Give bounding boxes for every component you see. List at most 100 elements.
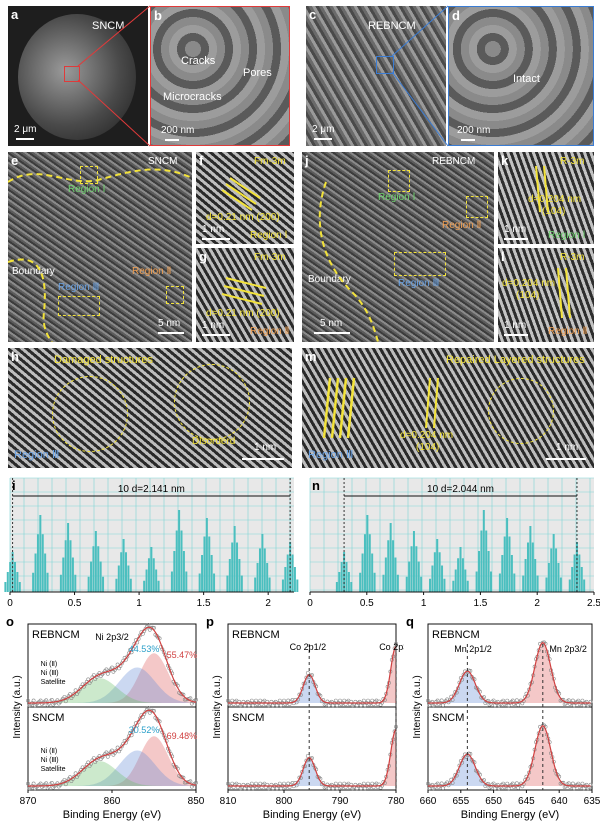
profile-bar [438, 552, 441, 592]
d-spacing-label: d=0.204 nm [400, 430, 454, 441]
profile-chart-i: 10 d=2.141 nm i 0 0.5 1 1.5 2 [4, 477, 299, 609]
panel-o: o REBNCM SNCM 870 860 850 Binding Energy (eV) I… [0, 614, 204, 823]
profile-bar [170, 571, 173, 592]
data-point [282, 781, 286, 786]
sample-name-bottom: SNCM [232, 712, 264, 724]
profile-bar [178, 510, 181, 592]
data-point [194, 697, 198, 702]
x-axis-label: Binding Energy (eV) [461, 809, 559, 821]
data-point [68, 775, 72, 780]
profile-bar [127, 565, 130, 592]
data-point [426, 698, 430, 703]
profile-bar [534, 559, 537, 592]
profile-bar [233, 526, 236, 592]
lattice-marker [221, 277, 267, 305]
profile-bar [175, 530, 178, 592]
profile-bar [36, 534, 39, 592]
d-spacing-label: d=0.21 nm (200) [206, 212, 280, 223]
profile-bar [436, 539, 439, 592]
fit-component [428, 725, 592, 786]
scale-bar [504, 334, 528, 336]
data-point [305, 671, 310, 675]
profile-bar [39, 515, 42, 592]
region-2-label: Region Ⅱ [442, 220, 482, 231]
damaged-label: Damaged structures [54, 354, 154, 366]
x-tick-label: 800 [276, 796, 293, 807]
region-3-label: Region Ⅲ [398, 278, 440, 289]
scale-bar [504, 238, 528, 240]
boundary-curve [8, 168, 192, 342]
data-point [304, 675, 309, 680]
microcracks-label: Microcracks [163, 91, 222, 103]
profile-bar [573, 554, 576, 592]
boundary-curve [318, 181, 379, 342]
profile-bar [431, 565, 434, 592]
profile-bar [498, 573, 501, 592]
data-point [125, 737, 130, 742]
data-point [338, 698, 342, 703]
region-box-2 [466, 196, 488, 218]
profile-bar [547, 563, 550, 592]
x-tick-label: 660 [420, 796, 437, 807]
profile-bar [266, 563, 269, 592]
legend-item: Ni (Ⅲ) [41, 757, 59, 764]
region-3-label: Region Ⅲ [58, 282, 100, 293]
repaired-label: Repaired Layered structures [446, 354, 585, 366]
data-point [125, 654, 130, 659]
y-axis-label: Intensity (a.u.) [412, 675, 423, 738]
panel-e-title: SNCM [148, 156, 178, 167]
panel-label-c: c [309, 7, 317, 22]
scale-bar [314, 138, 332, 140]
panel-f-scale: 1 nm [202, 224, 225, 235]
data-point [566, 698, 571, 703]
legend-item: Ni (Ⅱ) [41, 748, 58, 755]
profile-bar [261, 534, 264, 592]
peak-label: Mn 2p1/2 [454, 644, 492, 654]
profile-bar [44, 553, 47, 592]
profile-bar [382, 574, 385, 592]
sem-sphere-image [18, 14, 136, 140]
panel-c-title: REBNCM [368, 20, 416, 32]
profile-bar [173, 551, 176, 592]
sample-name-top: REBNCM [232, 629, 280, 641]
region-box-3 [394, 252, 446, 276]
sample-name-bottom: SNCM [32, 712, 64, 724]
panel-label-a: a [11, 7, 19, 22]
data-point [63, 782, 68, 787]
region-1-label: Region Ⅰ [378, 192, 416, 203]
profile-bar [208, 536, 211, 592]
data-point [72, 774, 77, 779]
profile-bar [363, 534, 366, 592]
data-point [435, 781, 440, 786]
profile-bar [480, 530, 483, 592]
panel-f: f Fm-3m d=0.21 nm (200) 1 nm Region Ⅰ [196, 152, 294, 244]
data-point [31, 698, 36, 703]
profile-bar [143, 580, 146, 592]
profile-bar [487, 551, 490, 592]
data-point [249, 698, 254, 703]
data-point [188, 779, 193, 784]
profile-bar [475, 571, 478, 592]
profile-bar [429, 578, 432, 592]
data-point [435, 698, 440, 703]
panel-label-o: o [6, 614, 14, 629]
scale-bar [461, 139, 475, 141]
repaired-circle [488, 378, 554, 444]
panel-label-g: g [199, 249, 207, 264]
region-label: Region Ⅲ [308, 449, 354, 461]
profile-bar [347, 572, 350, 592]
hrtem-image [498, 248, 594, 342]
panel-a: a SNCM 2 μm [8, 6, 148, 146]
profile-bar [443, 578, 446, 592]
data-point [38, 698, 43, 703]
profile-bar [508, 536, 511, 592]
profile-bar [550, 548, 553, 592]
phase-label: Fm-3m [254, 252, 286, 263]
data-point [290, 781, 295, 785]
percent-label: 55.47% [167, 650, 198, 660]
panel-label-d: d [452, 8, 460, 23]
profile-bar [557, 563, 560, 592]
x-tick-label: 1.5 [197, 598, 211, 609]
panel-c: c REBNCM 2 μm [306, 6, 446, 146]
profile-bar [361, 553, 364, 592]
